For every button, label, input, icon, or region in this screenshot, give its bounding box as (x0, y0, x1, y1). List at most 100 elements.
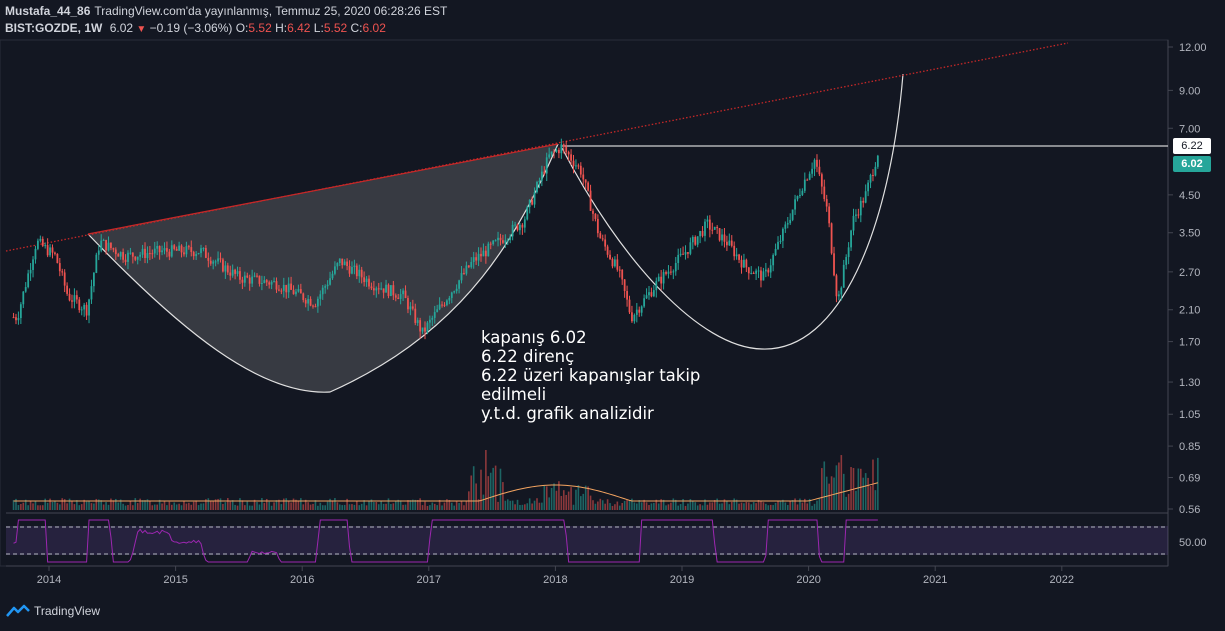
volume-bar (300, 498, 302, 510)
volume-bar (867, 477, 869, 510)
volume-bar (594, 503, 597, 510)
volume-bar (61, 498, 64, 510)
candle-body (263, 280, 266, 283)
volume-bar (621, 502, 624, 510)
candle-body (441, 304, 443, 306)
open-value: 5.52 (248, 21, 272, 35)
candle-body (816, 159, 818, 167)
volume-bar (59, 504, 61, 510)
volume-bar (226, 498, 229, 510)
volume-bar (713, 500, 716, 510)
volume-bar (762, 502, 765, 510)
candle-body (348, 266, 351, 274)
volume-bar (73, 504, 76, 510)
candle-body (127, 252, 129, 262)
candle-body (555, 149, 558, 152)
volume-bar (472, 466, 475, 510)
volume-bar (872, 459, 874, 510)
volume-bar (584, 485, 587, 510)
chart-header-title: Mustafa_44_86 TradingView.com'da yayınlan… (5, 4, 447, 18)
close-value: 6.02 (362, 21, 386, 35)
volume-bar (791, 500, 794, 510)
volume-bar (516, 499, 519, 510)
candle-body (88, 299, 90, 316)
x-tick-label: 2022 (1050, 574, 1074, 586)
volume-bar (821, 468, 823, 510)
x-tick-label: 2016 (290, 574, 314, 586)
candle-body (299, 289, 302, 294)
x-tick-label: 2018 (543, 574, 567, 586)
volume-bar (363, 500, 365, 510)
volume-bar (392, 503, 395, 510)
volume-bar (346, 498, 348, 510)
volume-bar (752, 502, 755, 510)
high-value: 6.42 (287, 21, 311, 35)
candle-body (370, 286, 373, 289)
volume-bar (402, 504, 404, 510)
tradingview-logo[interactable]: TradingView (6, 604, 100, 618)
candle-body (579, 165, 582, 175)
candle-body (592, 210, 594, 214)
candle-body (733, 245, 736, 257)
close-label: C: (350, 21, 363, 35)
volume-bar (192, 501, 195, 510)
volume-bar (723, 499, 726, 510)
volume-bar (779, 501, 782, 510)
volume-bar (348, 504, 351, 510)
note-line: y.t.d. grafik analizidir (481, 404, 654, 423)
candle-body (399, 294, 402, 299)
volume-bar (44, 498, 47, 510)
volume-bar (421, 505, 424, 510)
volume-bar (497, 501, 499, 510)
candle-body (587, 182, 590, 191)
candle-body (443, 304, 446, 306)
volume-bar (107, 504, 110, 510)
volume-bar (502, 482, 504, 510)
volume-bar (37, 505, 39, 510)
volume-bar (424, 501, 426, 510)
volume-bar (295, 499, 297, 510)
volume-bar (205, 499, 207, 510)
volume-bar (409, 500, 412, 510)
candle-body (446, 300, 448, 306)
volume-bar (855, 490, 857, 510)
candle-body (704, 221, 706, 236)
candle-body (302, 293, 305, 300)
volume-bar (489, 472, 492, 510)
volume-bar (163, 501, 166, 510)
candle-body (316, 298, 319, 307)
candle-body (489, 243, 492, 245)
volume-bar (704, 499, 706, 510)
volume-bar (390, 504, 392, 510)
candle-body (392, 285, 395, 296)
candle-body (506, 239, 509, 241)
volume-bar (168, 501, 171, 510)
volume-bar (307, 502, 309, 510)
volume-bar (373, 502, 375, 510)
candle-body (606, 246, 609, 255)
candle-body (743, 259, 745, 268)
price-change: −0.19 (−3.06%) (149, 21, 233, 35)
volume-bar (136, 503, 139, 510)
candle-body (297, 289, 300, 292)
candle-body (346, 261, 348, 267)
candle-body (51, 247, 54, 253)
volume-bar (212, 500, 214, 510)
volume-bar (32, 503, 34, 510)
volume-bar (750, 504, 753, 510)
candle-body (781, 228, 784, 241)
volume-bar (555, 490, 558, 510)
candle-body (667, 271, 670, 274)
volume-bar (657, 503, 660, 510)
candle-body (687, 252, 689, 254)
volume-bar (455, 500, 458, 510)
volume-bar (12, 500, 15, 510)
candle-body (521, 224, 524, 228)
volume-bar (536, 498, 538, 510)
volume-bar (470, 475, 473, 510)
candle-body (168, 251, 171, 257)
volume-bar (407, 500, 409, 510)
volume-bar (433, 503, 436, 510)
candle-body (334, 266, 336, 274)
